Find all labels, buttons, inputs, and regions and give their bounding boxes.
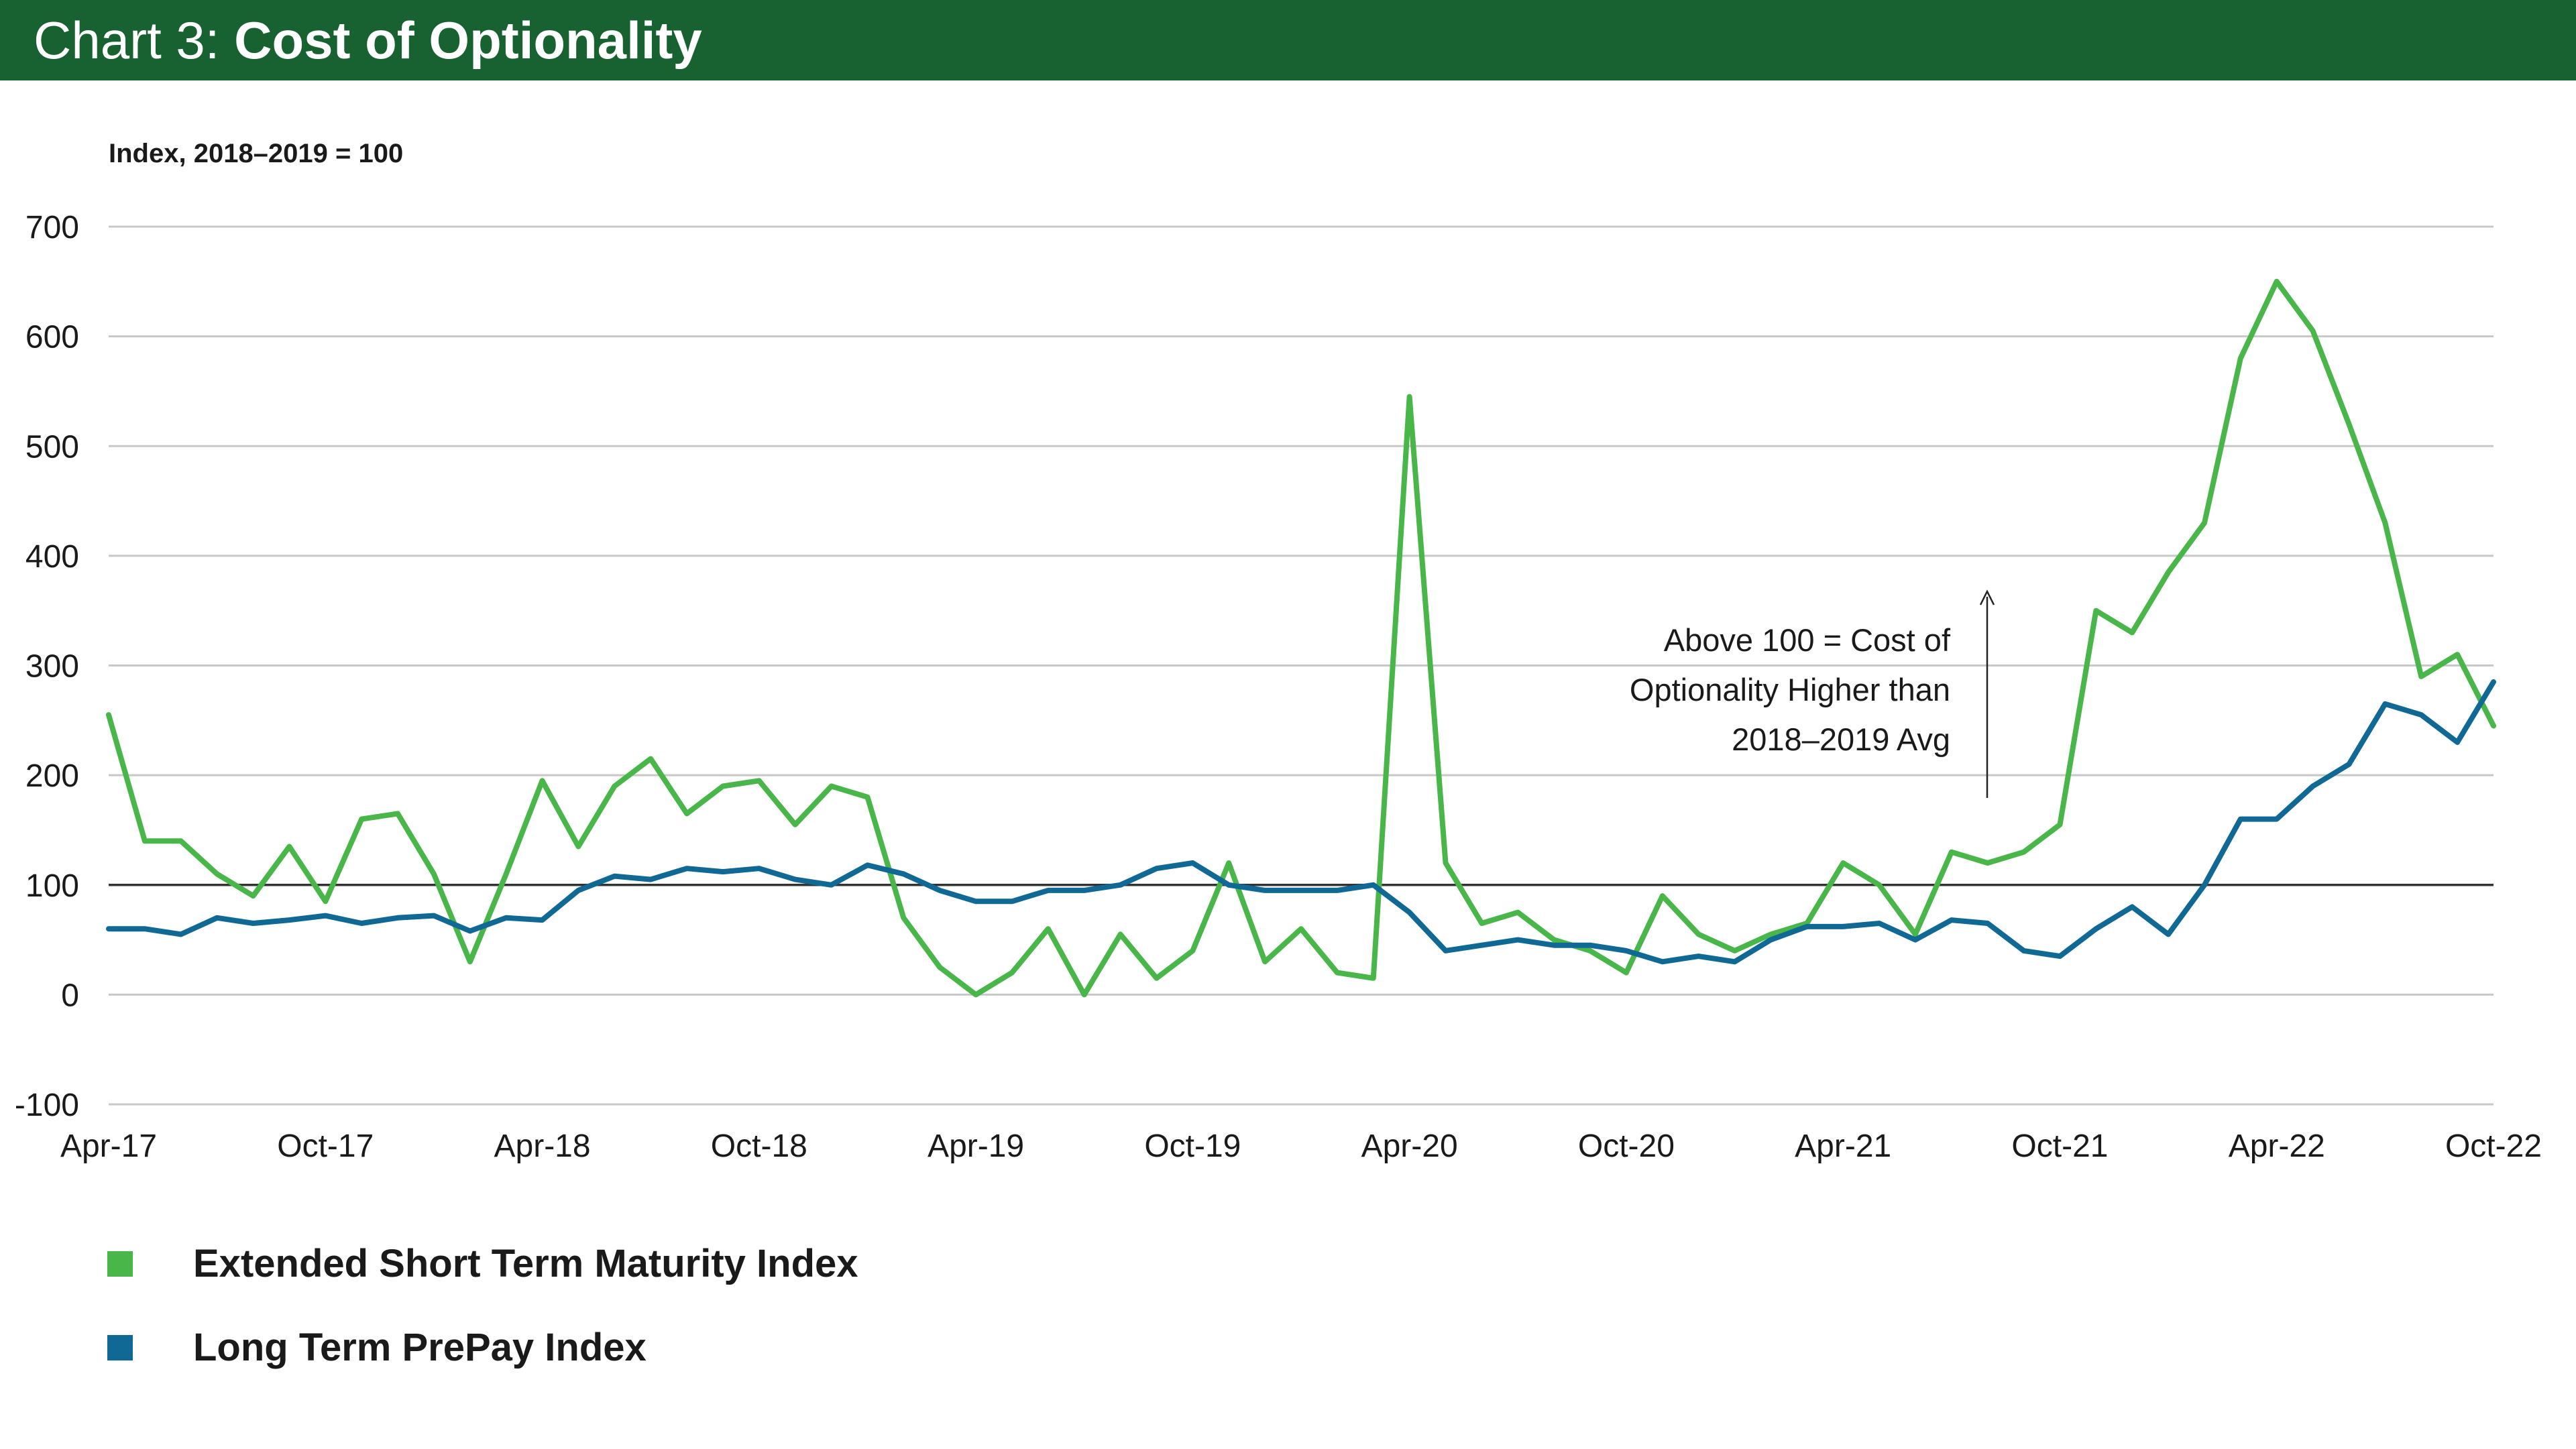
y-tick-label: 0 — [61, 978, 79, 1013]
x-tick-label: Oct-22 — [2445, 1128, 2542, 1164]
x-tick-label: Oct-21 — [2011, 1128, 2108, 1164]
chart-header-banner: Chart 3: Cost of Optionality — [0, 0, 2576, 80]
y-tick-label: 100 — [25, 868, 79, 904]
annotation-text-line: 2018–2019 Avg — [1732, 721, 1950, 757]
legend-label-prepay: Long Term PrePay Index — [193, 1326, 647, 1369]
legend-label-extended: Extended Short Term Maturity Index — [193, 1242, 858, 1285]
y-tick-label: 500 — [25, 429, 79, 465]
annotation-text-line: Above 100 = Cost of — [1664, 622, 1951, 658]
y-tick-label: 300 — [25, 649, 79, 685]
x-tick-label: Oct-17 — [277, 1128, 374, 1164]
annotation-arrow-head — [1979, 589, 1995, 605]
line-chart: Index, 2018–2019 = 100 700 600 500 400 300 20… — [15, 139, 2542, 1164]
annotation-text-line: Optionality Higher than — [1630, 672, 1950, 707]
x-tick-label: Apr-17 — [60, 1128, 157, 1164]
x-tick-label: Apr-18 — [494, 1128, 591, 1164]
chart-title-text: Cost of Optionality — [234, 11, 702, 70]
y-tick-label: 600 — [25, 320, 79, 355]
series-line-1 — [106, 679, 2496, 965]
y-axis-unit-label: Index, 2018–2019 = 100 — [109, 139, 403, 168]
x-tick-label: Oct-19 — [1144, 1128, 1241, 1164]
x-tick-label: Oct-20 — [1578, 1128, 1675, 1164]
legend-swatch-prepay — [107, 1335, 133, 1360]
x-tick-label: Apr-21 — [1795, 1128, 1891, 1164]
y-tick-label: 400 — [25, 539, 79, 575]
y-tick-label: 200 — [25, 758, 79, 794]
x-tick-label: Oct-18 — [711, 1128, 807, 1164]
y-tick-label: -100 — [15, 1088, 79, 1123]
series-line-0 — [106, 278, 2496, 998]
x-tick-label: Apr-20 — [1361, 1128, 1458, 1164]
y-tick-label: 700 — [25, 210, 79, 245]
chart-number: Chart 3: — [34, 11, 235, 70]
chart-title: Chart 3: Cost of Optionality — [34, 8, 702, 72]
x-tick-label: Apr-19 — [928, 1128, 1024, 1164]
x-tick-label: Apr-22 — [2229, 1128, 2325, 1164]
legend-swatch-extended — [107, 1251, 133, 1277]
